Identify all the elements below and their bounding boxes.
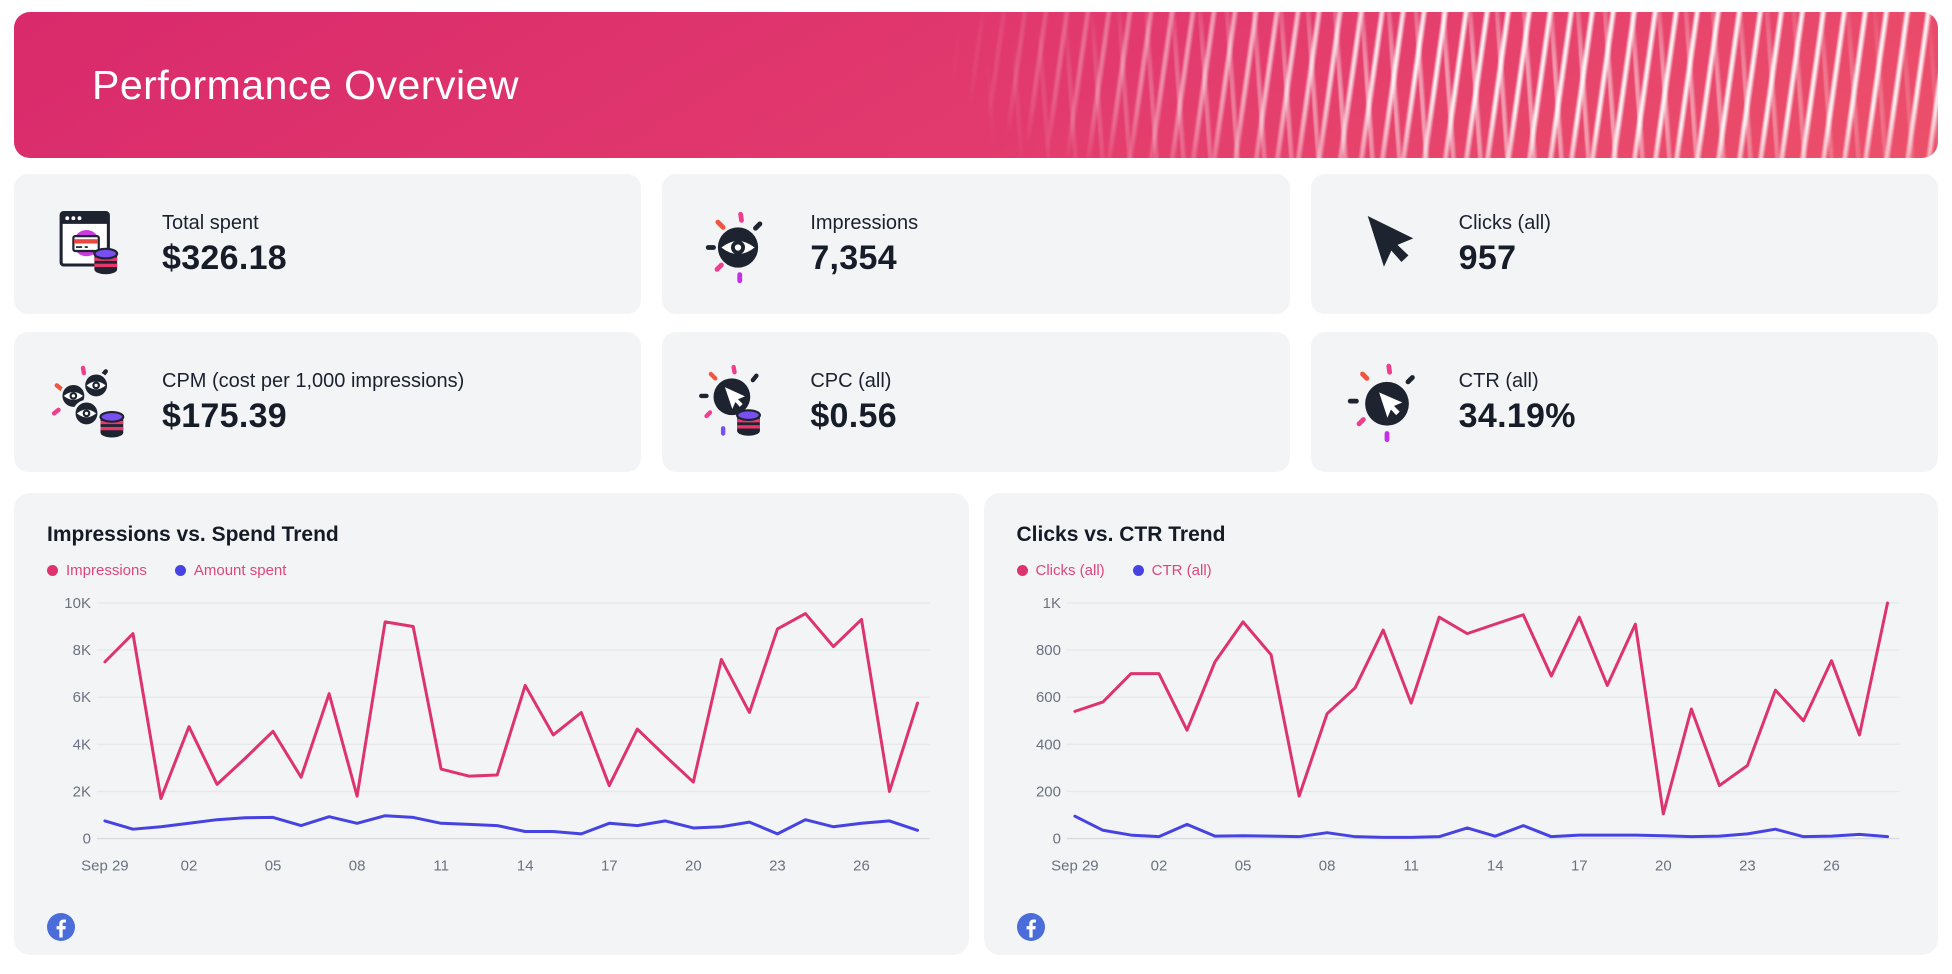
svg-text:02: 02 [1150,858,1167,875]
kpi-value: $326.18 [162,238,288,277]
chart-title: Clicks vs. CTR Trend [1016,523,1226,546]
kpi-value: 34.19% [1458,396,1576,435]
kpi-text: Total spent $326.18 [162,211,287,278]
svg-text:20: 20 [685,858,702,875]
kpi-card-cpc: CPC (all) $0.56 [662,332,1290,472]
svg-text:20: 20 [1655,858,1672,875]
page-title: Performance Overview [92,61,519,108]
legend-label: CTR (all) [1151,562,1212,579]
kpi-text: CPM (cost per 1,000 impressions) $175.39 [162,369,464,436]
kpi-text: CTR (all) 34.19% [1459,369,1576,436]
clicks-ctr-line-chart: 0 200 400 600 800 1K Sep 29 02 05 08 11 14 17 20 23 26 [1035,595,1899,875]
legend-item-ctr[interactable]: CTR (all) [1132,562,1212,579]
chart-source-row [47,909,936,941]
svg-text:08: 08 [1318,858,1335,875]
svg-text:26: 26 [853,858,870,875]
spend-icon [59,210,119,275]
kpi-label: CPM (cost per 1,000 impressions) [162,369,465,392]
svg-text:2K: 2K [73,783,91,800]
kpi-card-ctr: CTR (all) 34.19% [1310,332,1938,472]
legend-item-impressions[interactable]: Impressions [47,562,147,579]
svg-text:08: 08 [349,858,366,875]
svg-text:26: 26 [1823,858,1840,875]
svg-text:14: 14 [517,858,534,875]
legend-item-clicks[interactable]: Clicks (all) [1016,562,1105,579]
svg-text:0: 0 [1052,831,1060,848]
facebook-icon [47,913,75,941]
legend-dot [1016,565,1028,576]
legend-item-amount-spent[interactable]: Amount spent [174,562,287,579]
cpc-cursor-coins-icon [699,364,762,436]
banner-wave-decoration-2 [831,12,1938,158]
cpm-eyes-coins-icon [51,365,125,438]
chart-legend: Impressions Amount spent [47,562,936,579]
chart-title: Impressions vs. Spend Trend [47,523,339,546]
svg-text:05: 05 [1234,858,1251,875]
svg-text:10K: 10K [64,595,91,612]
svg-text:11: 11 [433,858,449,875]
impressions-spend-chart-card: Impressions vs. Spend Trend Impressions … [14,493,969,955]
ctr-cursor-icon [1347,363,1415,443]
svg-text:23: 23 [1739,858,1756,875]
facebook-icon [1016,913,1045,941]
svg-text:14: 14 [1486,858,1503,875]
svg-text:23: 23 [769,858,786,875]
svg-text:Sep 29: Sep 29 [81,858,128,875]
kpi-label: Clicks (all) [1458,211,1551,234]
legend-label: Amount spent [193,562,287,579]
kpi-card-impressions: Impressions 7,354 [662,174,1290,314]
svg-text:1K: 1K [1042,595,1060,612]
chart-source-row [1016,909,1906,941]
kpi-value: $175.39 [162,396,288,435]
legend-label: Impressions [66,562,147,579]
legend-dot [47,565,58,576]
svg-text:05: 05 [265,858,282,875]
kpi-text: CPC (all) $0.56 [810,369,897,436]
svg-text:4K: 4K [73,736,91,753]
clicks-ctr-chart-card: Clicks vs. CTR Trend Clicks (all) CTR (a… [983,493,1938,955]
svg-text:Sep 29: Sep 29 [1051,858,1098,875]
kpi-value: 957 [1458,238,1517,277]
svg-text:02: 02 [181,858,198,875]
charts-row: Impressions vs. Spend Trend Impressions … [14,493,1938,955]
chart-legend: Clicks (all) CTR (all) [1016,562,1906,579]
kpi-label: CTR (all) [1458,369,1539,392]
kpi-label: Total spent [162,211,259,234]
kpi-card-total-spent: Total spent $326.18 [14,174,642,314]
svg-text:0: 0 [83,831,91,848]
svg-text:17: 17 [601,858,618,875]
svg-text:200: 200 [1035,783,1060,800]
svg-text:17: 17 [1570,858,1587,875]
kpi-label: CPC (all) [810,369,892,392]
svg-text:6K: 6K [73,689,91,706]
kpi-text: Impressions 7,354 [810,211,918,278]
legend-dot [1132,565,1144,576]
impressions-eye-icon [706,211,763,284]
svg-text:11: 11 [1403,858,1419,875]
kpi-value: $0.56 [810,396,897,435]
legend-label: Clicks (all) [1035,562,1105,579]
legend-dot [174,565,186,576]
svg-text:600: 600 [1035,689,1060,706]
header-banner: Performance Overview [14,12,1938,158]
svg-text:800: 800 [1035,642,1060,659]
kpi-grid: Total spent $326.18 Impressions 7,354 [14,174,1938,472]
kpi-label: Impressions [810,211,919,234]
kpi-text: Clicks (all) 957 [1459,211,1551,278]
svg-text:8K: 8K [73,642,91,659]
banner-wave-decoration [827,12,1938,158]
svg-text:400: 400 [1035,736,1060,753]
cursor-icon [1367,216,1413,267]
impressions-spend-line-chart: 0 2K 4K 6K 8K 10K Sep 29 02 05 08 11 14 17 20 23 26 [64,595,930,875]
kpi-card-clicks: Clicks (all) 957 [1310,174,1938,314]
kpi-value: 7,354 [810,238,897,277]
kpi-card-cpm: CPM (cost per 1,000 impressions) $175.39 [14,332,642,472]
